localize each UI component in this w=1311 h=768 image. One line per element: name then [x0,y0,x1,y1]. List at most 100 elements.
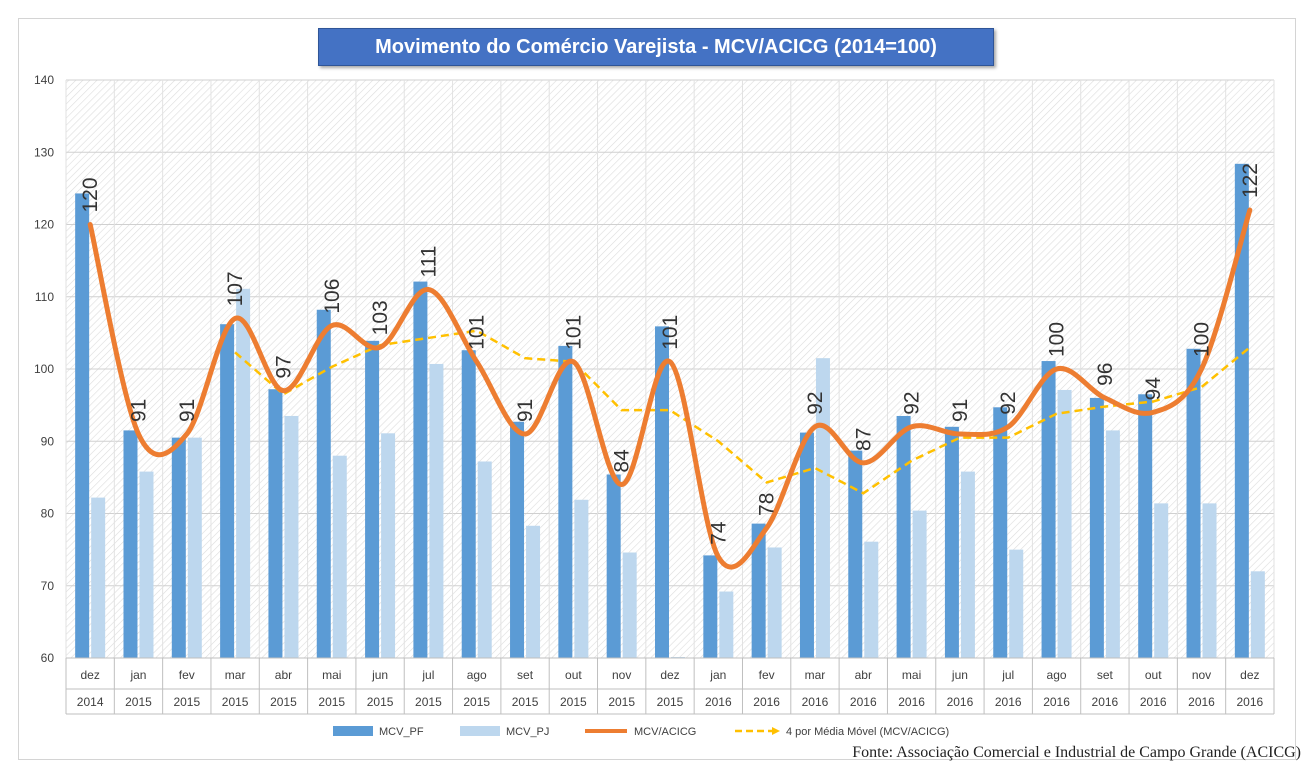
y-tick-label: 80 [41,507,55,521]
x-tick-year: 2015 [512,695,539,709]
data-label: 92 [804,391,827,414]
bar-mcv-pf [799,432,814,658]
bar-mcv-pf [1041,361,1056,658]
bar-mcv-pj [719,591,734,658]
data-label: 96 [1094,363,1117,386]
data-label: 103 [369,300,392,335]
x-tick-year: 2015 [318,695,345,709]
y-tick-label: 120 [34,218,54,232]
bar-mcv-pj [1057,389,1072,658]
data-label: 101 [466,315,489,350]
bar-mcv-pj [332,455,347,658]
gridlines [65,79,1275,659]
bar-mcv-pf [606,474,621,658]
data-label: 107 [224,271,247,306]
bar-mcv-pf [751,523,766,658]
chart-title: Movimento do Comércio Varejista - MCV/AC… [318,28,994,66]
x-tick-month: out [565,668,582,682]
moving-average-line [234,329,1251,495]
y-tick-label: 110 [35,290,54,304]
x-tick-year: 2016 [947,695,974,709]
legend-swatch-mcv-pf [333,726,373,736]
legend-label-mcv-acicg: MCV/ACICG [634,726,696,738]
x-tick-month: jun [951,668,968,682]
x-tick-year: 2015 [463,695,490,709]
bar-mcv-pj [429,363,444,658]
x-tick-month: jul [1001,668,1014,682]
data-label: 91 [176,399,199,422]
y-tick-label: 60 [41,651,55,665]
bar-mcv-pf [1234,163,1249,658]
bar-mcv-pj [477,461,492,658]
bar-mcv-pf [848,450,863,658]
x-tick-month: ago [467,668,487,682]
data-label: 111 [417,246,440,278]
bar-mcv-pf [75,193,90,658]
bar-mcv-pj [815,358,830,658]
x-tick-year: 2015 [560,695,587,709]
data-label: 91 [127,399,150,422]
x-tick-month: abr [275,668,292,682]
bar-mcv-pj [767,547,782,658]
x-tick-year: 2016 [705,695,732,709]
series-mcv-acicg [87,207,1253,570]
y-tick-label: 140 [34,73,54,87]
x-tick-year: 2014 [77,695,104,709]
x-tick-month: mai [902,668,921,682]
x-tick-year: 2015 [270,695,297,709]
x-tick-month: fev [179,668,195,682]
data-label: 91 [514,399,537,422]
series-mcv-pf [75,163,1249,658]
data-label: 74 [707,521,730,545]
x-tick-month: jan [129,668,146,682]
bar-mcv-pj [1009,549,1024,658]
x-tick-month: abr [855,668,872,682]
x-tick-year: 2015 [222,695,249,709]
legend: MCV_PF MCV_PJ MCV/ACICG 4 por Média Móvel (… [333,726,949,738]
data-label: 122 [1239,163,1262,198]
x-tick-year: 2016 [1188,695,1215,709]
x-tick-month: fev [759,668,775,682]
x-tick-month: jan [709,668,726,682]
x-tick-month: ago [1047,668,1067,682]
bar-mcv-pj [381,433,396,658]
data-label: 101 [562,315,585,350]
data-label: 106 [321,279,344,314]
data-labels: 120 91 91 107 97 106 103 111 101 91 101 84 101 74 78 92… [79,163,1262,545]
x-tick-year: 2016 [1140,695,1167,709]
x-tick-year: 2016 [898,695,925,709]
y-tick-label: 100 [34,362,54,376]
y-tick-label: 70 [41,579,55,593]
bar-mcv-pf [220,324,235,658]
bar-mcv-pj [1202,503,1217,658]
series-moving-average [234,329,1251,495]
bar-mcv-pj [1154,503,1169,658]
x-tick-year: 2016 [1043,695,1070,709]
bar-mcv-pf [123,430,138,658]
x-tick-month: jul [421,668,434,682]
bar-mcv-pf [268,389,283,658]
y-tick-label: 130 [34,145,54,159]
x-tick-year: 2015 [367,695,394,709]
legend-swatch-mcv-pj [460,726,500,736]
bar-mcv-pf [896,415,911,658]
bar-mcv-pf [993,407,1008,658]
data-label: 84 [611,449,634,473]
x-tick-month: mar [805,668,826,682]
x-tick-month: set [517,668,534,682]
x-tick-year: 2016 [850,695,877,709]
bar-mcv-pj [960,471,975,658]
bar-mcv-pf [1186,348,1201,658]
x-tick-year: 2015 [125,695,152,709]
x-axis: dez 2014 jan 2015 fev 2015 mar 2015 abr 2015 mai 20… [65,657,1275,715]
data-label: 78 [756,493,779,516]
x-tick-month: jun [371,668,388,682]
x-tick-month: nov [612,668,631,682]
x-tick-year: 2015 [173,695,200,709]
bar-mcv-pf [1138,394,1153,658]
x-tick-month: dez [660,668,679,682]
x-tick-year: 2016 [995,695,1022,709]
legend-label-mcv-pj: MCV_PJ [506,726,549,738]
bar-mcv-pf [365,340,380,658]
